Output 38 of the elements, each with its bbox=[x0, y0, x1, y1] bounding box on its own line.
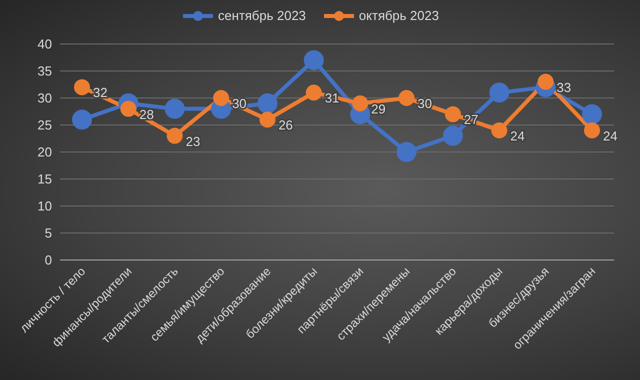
point bbox=[304, 50, 324, 70]
y-tick-label: 25 bbox=[38, 118, 52, 133]
point bbox=[538, 74, 554, 90]
data-label: 28 bbox=[139, 106, 154, 122]
y-tick-label: 20 bbox=[38, 144, 52, 160]
point bbox=[72, 110, 92, 130]
point bbox=[582, 104, 602, 124]
y-tick-label: 40 bbox=[38, 36, 52, 52]
y-tick-label: 15 bbox=[38, 172, 52, 187]
point bbox=[352, 95, 368, 112]
point bbox=[584, 122, 600, 138]
legend-label: сентябрь 2023 bbox=[217, 8, 306, 23]
point bbox=[213, 90, 230, 106]
data-label: 24 bbox=[603, 128, 618, 144]
point bbox=[257, 93, 278, 114]
point bbox=[489, 82, 510, 103]
point bbox=[398, 90, 415, 106]
point bbox=[491, 122, 508, 138]
data-label: 33 bbox=[556, 80, 572, 95]
data-label: 29 bbox=[371, 101, 386, 116]
point bbox=[74, 79, 90, 96]
point bbox=[442, 126, 463, 146]
point bbox=[396, 142, 417, 162]
data-label: 23 bbox=[186, 134, 200, 149]
point bbox=[306, 84, 322, 101]
legend-label: октябрь 2023 bbox=[358, 8, 439, 23]
data-label: 30 bbox=[232, 96, 247, 111]
y-tick-label: 10 bbox=[38, 198, 52, 214]
point bbox=[166, 128, 183, 144]
y-tick-label: 5 bbox=[44, 226, 52, 241]
y-tick-label: 35 bbox=[38, 64, 52, 79]
point bbox=[164, 98, 185, 119]
y-tick-label: 0 bbox=[44, 252, 52, 268]
data-label: 26 bbox=[278, 118, 293, 133]
data-label: 24 bbox=[510, 128, 525, 144]
point bbox=[259, 112, 276, 128]
y-tick-label: 30 bbox=[38, 90, 52, 106]
point bbox=[444, 106, 461, 122]
